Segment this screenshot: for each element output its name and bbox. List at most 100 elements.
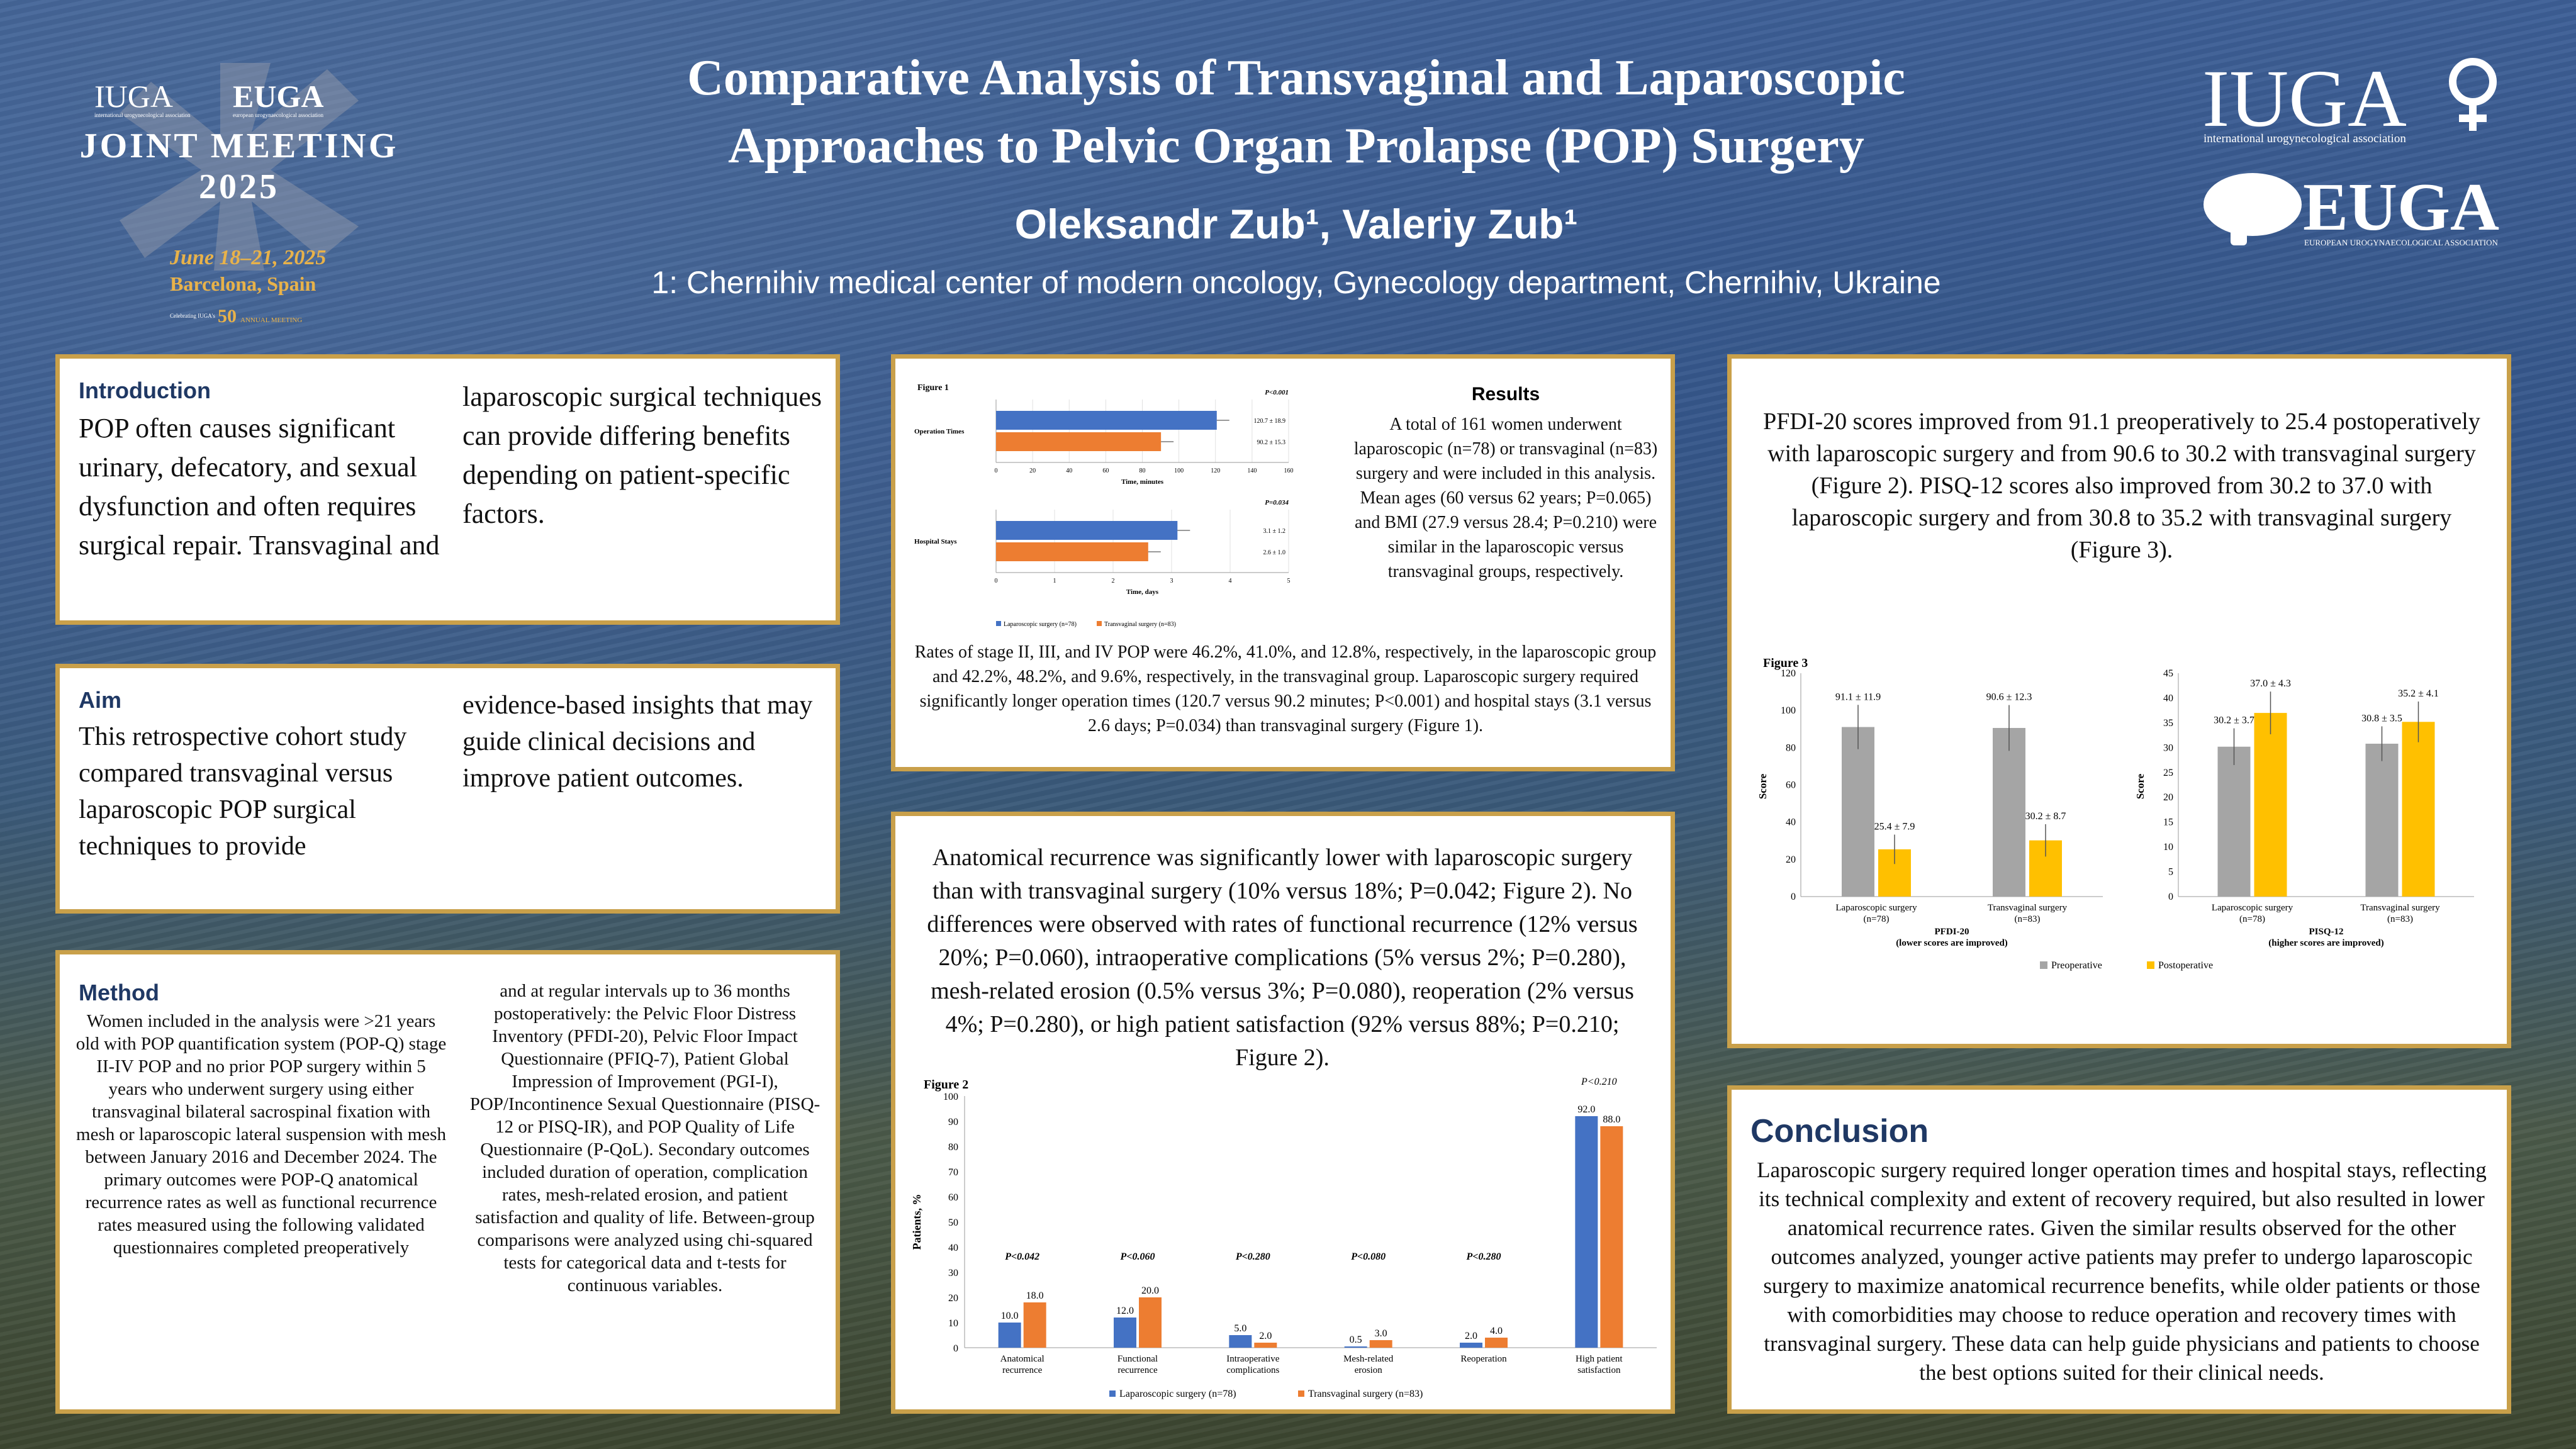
fig2-category-label: Functional (1117, 1354, 1158, 1364)
fig3-panel-subtitle: (higher scores are improved) (2268, 938, 2383, 948)
fig1-category-label: Operation Times (914, 428, 965, 435)
fig2-bar (1023, 1302, 1046, 1348)
fig2-bar (1139, 1297, 1162, 1348)
fig1-tick-label: 40 (1066, 467, 1072, 474)
fig1-tick-label: 3 (1170, 578, 1173, 585)
fig3-category-label: (n=78) (2239, 914, 2265, 924)
logo-euga: EUGA (233, 79, 323, 114)
fig1-tick-label: 60 (1102, 467, 1109, 474)
fig3-tick-label: 20 (1786, 854, 1796, 865)
fig1-category-label: Hospital Stays (914, 538, 957, 545)
authors: Oleksandr Zub¹, Valeriy Zub¹ (1014, 201, 1578, 247)
fig3-tick-label: 0 (2168, 892, 2173, 902)
fig3-bar (2254, 713, 2287, 897)
fig3-tick-label: 45 (2163, 668, 2173, 679)
fig1-tick-label: 1 (1053, 578, 1056, 585)
recurrence-text: Anatomical recurrence was significantly … (927, 844, 1638, 1071)
fig2-axis-title: Patients, % (910, 1194, 923, 1250)
fig1-bar (996, 521, 1178, 540)
introduction-heading: Introduction (79, 378, 211, 403)
fig1-bar (996, 432, 1162, 451)
fig2-tick-label: 30 (948, 1268, 958, 1278)
fig1-tick-label: 160 (1284, 467, 1294, 474)
fig2-category-label: recurrence (1117, 1365, 1158, 1375)
fig2-data-label: 10.0 (1001, 1311, 1019, 1321)
fig2-tick-label: 10 (948, 1318, 958, 1329)
fig1-tick-label: 140 (1247, 467, 1257, 474)
method-text-col2: and at regular intervals up to 36 months… (469, 981, 820, 1295)
fig2-bar (1114, 1318, 1136, 1348)
fig2-pvalue: P<0.280 (1466, 1251, 1501, 1262)
fig3-data-label: 30.2 ± 3.7 (2214, 715, 2254, 726)
fig3-data-label: 30.2 ± 8.7 (2025, 811, 2066, 822)
fig2-category-label: complications (1226, 1365, 1279, 1375)
fig3-data-label: 91.1 ± 11.9 (1835, 691, 1881, 702)
fig2-bar (1575, 1116, 1598, 1348)
fig3-tick-label: 35 (2163, 718, 2173, 729)
fig1-legend-label: Transvaginal surgery (n=83) (1104, 621, 1176, 628)
fig3-tick-label: 10 (2163, 842, 2173, 853)
introduction-text-col1: POP often causes significant urinary, de… (79, 413, 440, 561)
method-panel: Method Women included in the analysis we… (55, 950, 840, 1414)
fig3-data-label: 90.6 ± 12.3 (1986, 692, 2032, 703)
fig2-tick-label: 0 (953, 1343, 958, 1354)
fig3-bar (2402, 722, 2435, 897)
meeting-logo: IUGA EUGA international urogynecological… (80, 63, 396, 327)
fig1-tick-label: 0 (995, 467, 998, 474)
fig2-tick-label: 60 (948, 1192, 958, 1203)
logo-place: Barcelona, Spain (170, 272, 316, 295)
results-side-text: A total of 161 women underwent laparosco… (1353, 415, 1658, 581)
brain-icon (2204, 173, 2302, 245)
fig1-label: Figure 1 (917, 383, 949, 393)
fig2-bar (1369, 1340, 1392, 1348)
pfdi-text: PFDI-20 scores improved from 91.1 preope… (1763, 408, 2480, 563)
fig2-data-label: 2.0 (1465, 1331, 1477, 1341)
fig2-legend-swatch (1109, 1390, 1116, 1397)
fig3-legend-label: Preoperative (2051, 960, 2102, 971)
method-heading: Method (79, 980, 159, 1005)
fig3-category-label: (n=83) (2387, 914, 2413, 924)
fig3-category-label: (n=83) (2015, 914, 2041, 924)
fig3-category-label: Transvaginal surgery (2360, 903, 2440, 913)
fig3-data-label: 35.2 ± 4.1 (2398, 688, 2439, 699)
euga-subtitle: EUROPEAN UROGYNAECOLOGICAL ASSOCIATION (2304, 238, 2499, 247)
fig2-data-label: 5.0 (1234, 1323, 1246, 1334)
poster-title: Comparative Analysis of Transvaginal and… (554, 44, 2039, 180)
fig2-tick-label: 50 (948, 1217, 958, 1228)
conclusion-text: Laparoscopic surgery required longer ope… (1757, 1158, 2487, 1385)
fig3-tick-label: 100 (1781, 705, 1796, 716)
fig2-legend-label: Laparoscopic surgery (n=78) (1119, 1389, 1236, 1399)
fig1-data-label: 3.1 ± 1.2 (1263, 528, 1286, 535)
fig2-category-label: Intraoperative (1226, 1354, 1279, 1364)
fig2-data-label: 12.0 (1116, 1306, 1134, 1316)
results-panel: Figure 1 P<0.001 0 20 40 60 80 100 120 140 160 120… (891, 354, 1675, 771)
fig1-data-label: 2.6 ± 1.0 (1263, 549, 1286, 556)
fig1-legend-swatch (1097, 621, 1102, 626)
fig3-tick-label: 25 (2163, 768, 2173, 778)
fig2-category-label: satisfaction (1577, 1365, 1621, 1375)
fig2-bar (998, 1323, 1021, 1348)
fig3-panel-title: PFDI-20 (1935, 927, 1969, 937)
iuga-wordmark: IUGA (2202, 53, 2407, 144)
fig3-tick-label: 40 (1786, 817, 1796, 828)
fig1-data-label: 120.7 ± 18.9 (1254, 418, 1286, 425)
fig3-bar (2217, 746, 2251, 897)
fig1-tick-label: 5 (1287, 578, 1291, 585)
logo-iuga-sub: international urogynecological associati… (94, 112, 191, 118)
fig2-tick-label: 100 (943, 1092, 958, 1102)
fig3-bar (1993, 727, 2025, 897)
aim-text-col1: This retrospective cohort study compared… (79, 722, 407, 861)
euga-wordmark: EUGA (2303, 170, 2499, 245)
fig2-tick-label: 90 (948, 1117, 958, 1127)
fig3-label: Figure 3 (1763, 656, 1808, 670)
fig2-data-label: 92.0 (1577, 1104, 1595, 1115)
fig1-bar (996, 411, 1217, 430)
fig2-category-label: High patient (1576, 1354, 1623, 1364)
aim-text-col2: evidence-based insights that may guide c… (462, 691, 813, 793)
aim-heading: Aim (79, 687, 122, 713)
fig2-tick-label: 20 (948, 1293, 958, 1304)
fig2-label: Figure 2 (924, 1078, 968, 1092)
fig3-tick-label: 120 (1781, 668, 1796, 679)
scores-panel: PFDI-20 scores improved from 91.1 preope… (1727, 354, 2511, 1048)
